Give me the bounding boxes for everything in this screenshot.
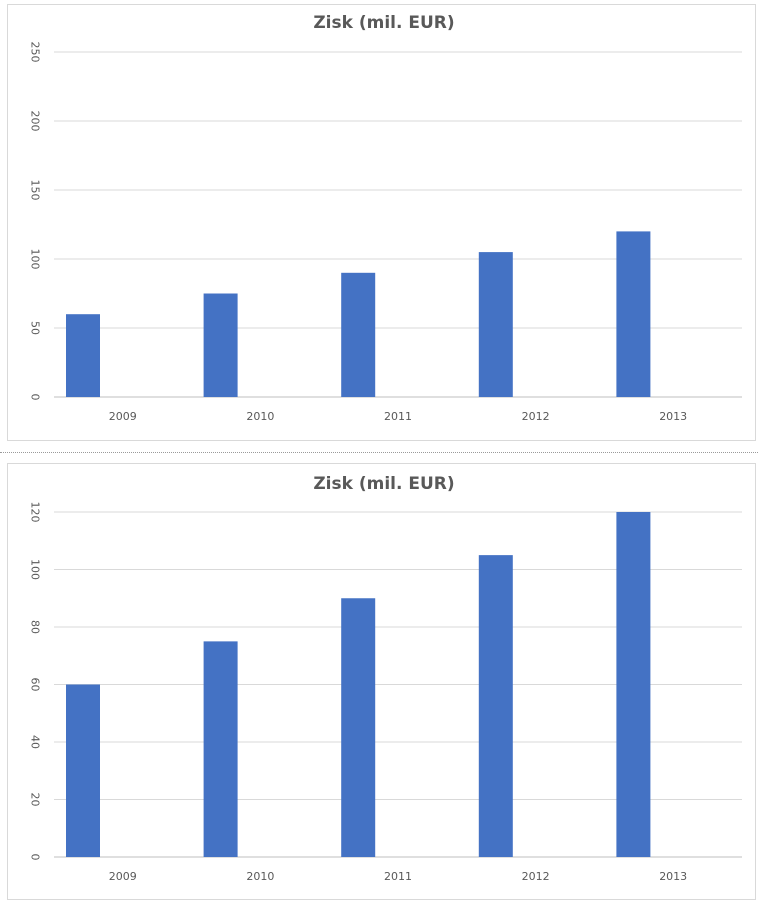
chart-bottom-svg: Zisk (mil. EUR) 0 20 40 60 80 100 120 2009 2010 2…: [29, 474, 742, 883]
chart-bottom-bar: [616, 512, 651, 857]
chart-bottom-x-tick-label: 2011: [384, 870, 412, 883]
chart-top-x-tick-label: 2013: [659, 410, 687, 423]
chart-top-bar: [203, 293, 238, 397]
chart-top-bar: [616, 231, 651, 397]
chart-top-y-tick-label: 250: [29, 42, 42, 63]
chart-bottom-y-tick-label: 120: [29, 502, 42, 523]
chart-bottom-bar: [66, 684, 100, 857]
chart-top-bar: [66, 314, 100, 397]
chart-top-y-tick-label: 200: [29, 111, 42, 132]
chart-bottom-x-tick-label: 2009: [109, 870, 137, 883]
chart-bottom-y-tick-label: 40: [29, 735, 42, 749]
chart-top-x-tick-label: 2011: [384, 410, 412, 423]
chart-top-x-tick-label: 2012: [522, 410, 550, 423]
chart-bottom-x-tick-label: 2010: [246, 870, 274, 883]
chart-top: Zisk (mil. EUR) 0 50 100 150 200 250 2009 2010 2…: [7, 4, 756, 441]
chart-top-bar: [341, 272, 376, 397]
chart-top-title: Zisk (mil. EUR): [313, 13, 454, 33]
chart-divider: [0, 452, 758, 453]
chart-bottom-y-tick-label: 60: [29, 678, 42, 692]
chart-bottom-bar: [341, 598, 376, 857]
chart-top-x-tick-label: 2010: [246, 410, 274, 423]
chart-top-y-tick-label: 150: [29, 180, 42, 201]
chart-bottom-title: Zisk (mil. EUR): [313, 474, 454, 494]
chart-bottom-bar: [203, 641, 238, 857]
chart-bottom-x-tick-label: 2013: [659, 870, 687, 883]
chart-bottom: Zisk (mil. EUR) 0 20 40 60 80 100 120 2009 2010 2…: [7, 463, 756, 900]
chart-bottom-bar: [478, 555, 513, 857]
chart-top-svg: Zisk (mil. EUR) 0 50 100 150 200 250 2009 2010 2…: [29, 13, 742, 423]
chart-top-x-tick-label: 2009: [109, 410, 137, 423]
chart-bottom-y-tick-label: 100: [29, 559, 42, 580]
chart-top-y-tick-label: 100: [29, 249, 42, 270]
chart-top-y-tick-label: 50: [29, 321, 42, 335]
chart-bottom-y-tick-label: 80: [29, 620, 42, 634]
chart-top-y-tick-label: 0: [29, 394, 42, 401]
chart-bottom-y-tick-label: 0: [29, 854, 42, 861]
chart-bottom-x-tick-label: 2012: [522, 870, 550, 883]
chart-top-bar: [478, 252, 513, 397]
chart-bottom-y-tick-label: 20: [29, 793, 42, 807]
